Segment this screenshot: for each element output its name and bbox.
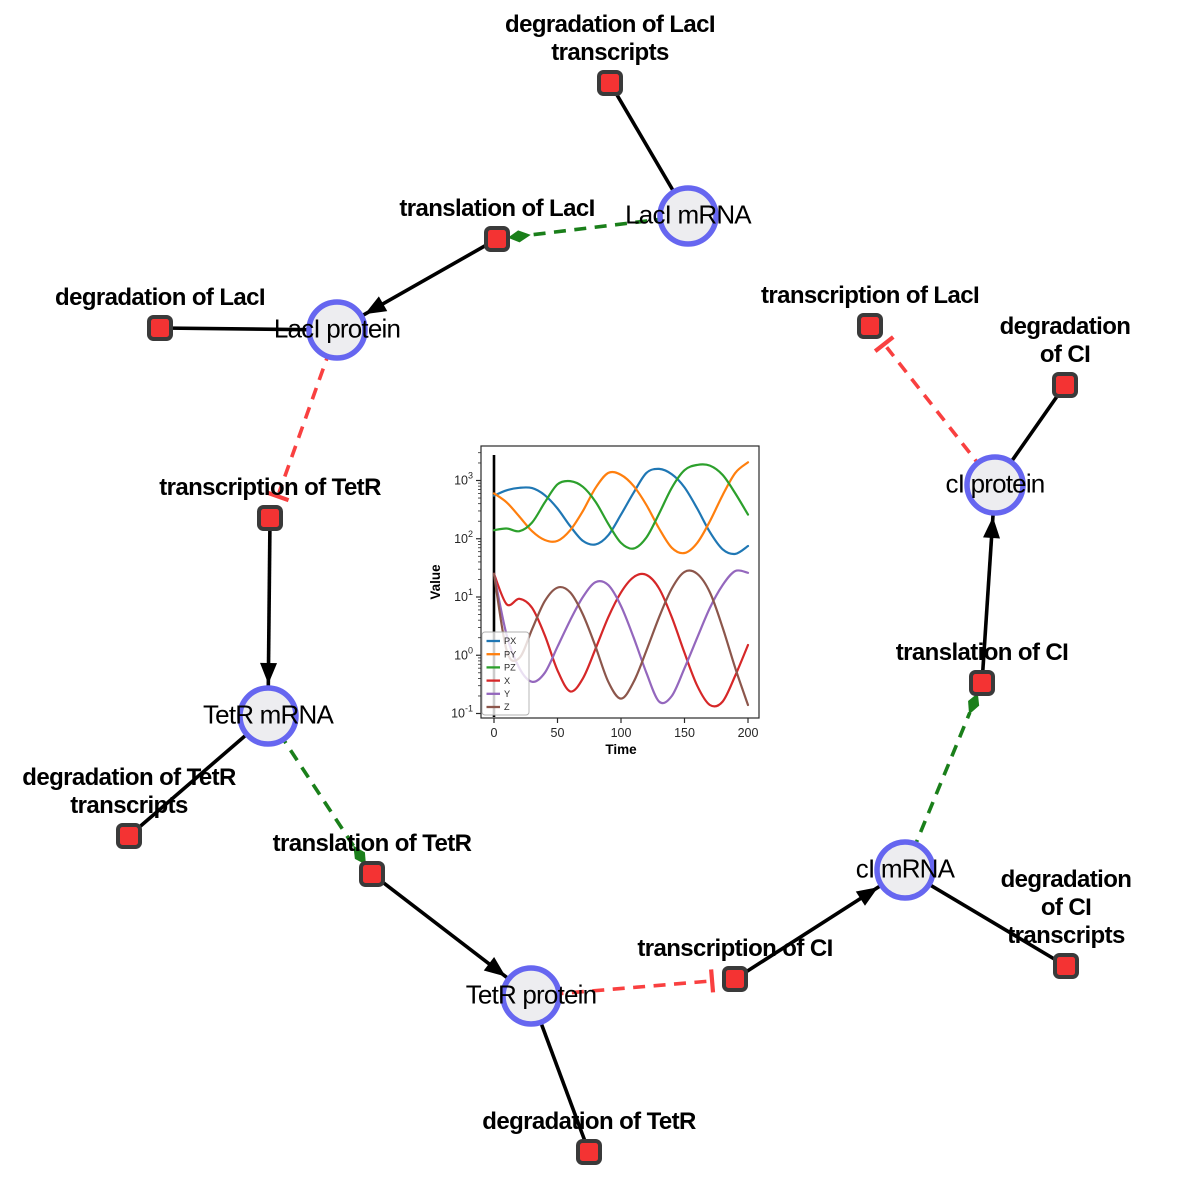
y-tick-label: 100 [454,645,473,662]
legend-label-Y: Y [504,689,510,699]
species-node-tetr_mrna [237,685,299,747]
y-tick-label: 10-1 [451,704,473,721]
diamond-arrowhead-icon [353,845,366,865]
species-node-laci_mrna [657,185,719,247]
species-node-tetr_protein [500,965,562,1027]
chart-legend: PX PY PZ XYZ [481,631,530,716]
legend-label-PX: PX [504,636,516,646]
y-tick-label: 102 [454,529,473,546]
reaction-node-transl_laci [484,226,510,252]
reaction-node-deg_tetr_tx [116,823,142,849]
legend-label-X: X [504,676,510,686]
inset-chart: 0 50 100 150 20010-1100101102103TimeValuePXP… [428,432,778,768]
legend-label-PY: PY [504,649,516,659]
chart-xlabel: Time [605,742,637,757]
reaction-node-deg_ci [1052,372,1078,398]
reaction-node-deg_laci [147,315,173,341]
reaction-node-txn_ci [722,966,748,992]
arrowhead-icon [483,956,506,977]
chart-series-PX [492,467,750,556]
chart-series-X [492,572,750,708]
x-tick-label: 50 [551,726,565,740]
chart-series-PZ [492,463,750,550]
x-tick-label: 100 [611,726,632,740]
species-node-laci_protein [306,299,368,361]
arrowhead-icon [260,662,278,685]
chart-ylabel: Value [428,564,443,600]
species-node-ci_mrna [874,839,936,901]
legend-label-PZ: PZ [504,663,516,673]
chart-series-Y [492,569,750,705]
reaction-node-deg_tetr [576,1139,602,1165]
nodes-layer [116,70,1079,1165]
arrowhead-icon [855,887,879,906]
chart-axes-box [480,445,760,719]
reaction-node-txn_tetr [257,505,283,531]
arrowhead-icon [364,296,388,315]
diamond-arrowhead-icon [507,230,531,243]
species-node-ci_protein [964,454,1026,516]
consumption-edge-ci_mrna-deg_ci_tx [904,868,1067,968]
y-tick-label: 101 [454,587,473,604]
diamond-arrowhead-icon [968,693,980,715]
inhibition-tee-icon [873,335,895,353]
reaction-node-transl_tetr [359,861,385,887]
inhibition-tee-icon [266,490,290,503]
edges-layer [127,82,1067,1153]
chart-series-PY [492,461,750,555]
arrowhead-icon [983,516,1001,539]
x-tick-label: 200 [738,726,759,740]
chart-series-Z [492,569,750,707]
reaction-node-deg_ci_tx [1053,953,1079,979]
inhibition-tee-icon [709,969,716,993]
legend-label-Z: Z [504,702,510,712]
reaction-node-transl_ci [969,670,995,696]
x-tick-label: 0 [491,726,498,740]
reaction-node-txn_laci [857,313,883,339]
reaction-node-deg_laci_tx [597,70,623,96]
y-tick-label: 103 [454,471,473,488]
x-tick-label: 150 [674,726,695,740]
